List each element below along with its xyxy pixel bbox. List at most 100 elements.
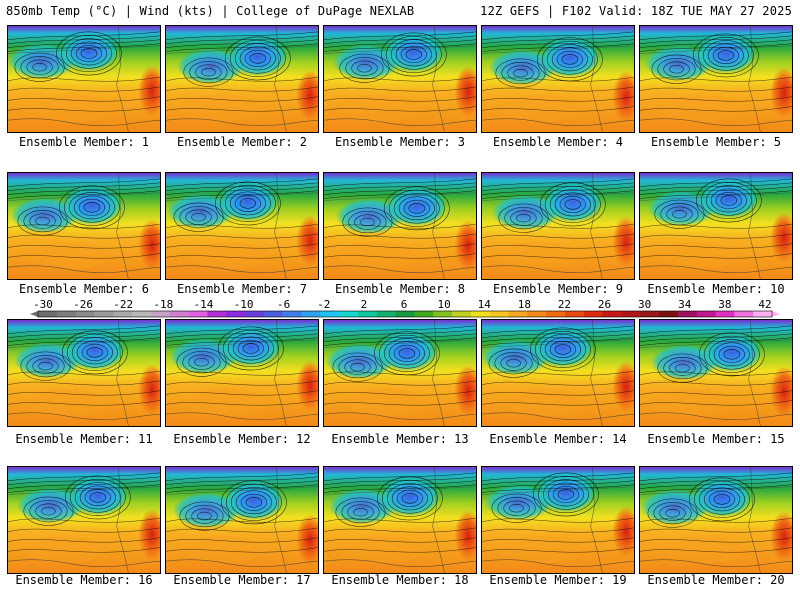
color-scale-swatch [433, 311, 453, 317]
color-scale-swatch [395, 311, 415, 317]
ensemble-member-label: Ensemble Member: 6 [18, 282, 150, 296]
color-scale-tick-label: 6 [400, 298, 408, 311]
color-scale-tick-label: 38 [718, 298, 732, 311]
color-scale-tick-label: 2 [360, 298, 368, 311]
color-scale-swatch [207, 311, 227, 317]
ensemble-member-label: Ensemble Member: 18 [331, 573, 469, 587]
ensemble-member-label: Ensemble Member: 14 [489, 432, 627, 446]
color-scale-high-arrow [772, 311, 780, 317]
ensemble-member-map [323, 466, 477, 574]
color-scale-swatch [640, 311, 660, 317]
ensemble-member-label: Ensemble Member: 9 [492, 282, 624, 296]
ensemble-member-label: Ensemble Member: 20 [647, 573, 785, 587]
ensemble-member-map [165, 319, 319, 427]
color-scale-tick-label: 18 [517, 298, 531, 311]
color-scale-swatch [621, 311, 641, 317]
color-scale-swatch [546, 311, 566, 317]
color-scale-swatch [75, 311, 95, 317]
ensemble-member-map [639, 172, 793, 280]
color-scale-swatch [696, 311, 717, 317]
ensemble-member-label: Ensemble Member: 16 [15, 573, 153, 587]
ensemble-member-label: Ensemble Member: 17 [173, 573, 311, 587]
color-scale-swatch [245, 311, 265, 317]
color-scale-swatch [452, 311, 472, 317]
color-scale-swatch [188, 311, 208, 317]
color-scale-swatch [753, 311, 773, 317]
color-scale-swatch [677, 311, 698, 317]
ensemble-member-label: Ensemble Member: 4 [492, 135, 624, 149]
color-scale-tick-label: 22 [557, 298, 572, 311]
ensemble-member-label: Ensemble Member: 5 [650, 135, 782, 149]
color-scale-swatch [527, 311, 547, 317]
color-scale-tick-label: 14 [477, 298, 491, 311]
color-scale-swatch [470, 311, 491, 317]
color-scale-tick-label: -30 [33, 298, 53, 311]
ensemble-member-label: Ensemble Member: 7 [176, 282, 308, 296]
ensemble-member-label: Ensemble Member: 15 [647, 432, 785, 446]
ensemble-member-label: Ensemble Member: 1 [18, 135, 150, 149]
ensemble-member-label: Ensemble Member: 12 [173, 432, 311, 446]
color-scale-swatch [414, 311, 434, 317]
color-scale-swatch [489, 311, 510, 317]
ensemble-member-map [323, 25, 477, 133]
color-scale-bar [0, 298, 800, 320]
color-scale-swatch [339, 311, 359, 317]
color-scale-swatch [320, 311, 340, 317]
run-valid-time: 12Z GEFS | F102 Valid: 18Z TUE MAY 27 20… [480, 4, 792, 18]
ensemble-member-map [639, 25, 793, 133]
ensemble-member-map [481, 172, 635, 280]
color-scale-swatch [564, 311, 585, 317]
color-scale-tick-label: -22 [113, 298, 134, 311]
color-scale-tick-label: 34 [678, 298, 692, 311]
color-scale-swatch [508, 311, 528, 317]
color-scale-swatch [357, 311, 378, 317]
ensemble-member-label: Ensemble Member: 8 [334, 282, 466, 296]
ensemble-member-map [7, 25, 161, 133]
ensemble-member-map [481, 466, 635, 574]
color-scale-swatch [38, 311, 58, 317]
ensemble-member-map [7, 319, 161, 427]
color-scale-swatch [263, 311, 284, 317]
color-scale-swatch [282, 311, 302, 317]
map-title: 850mb Temp (°C) | Wind (kts) | College o… [6, 4, 415, 18]
ensemble-member-map [481, 319, 635, 427]
color-scale-graphic [30, 310, 780, 318]
ensemble-member-map [323, 172, 477, 280]
color-scale-swatch [94, 311, 114, 317]
color-scale-tick-label: -18 [153, 298, 174, 311]
ensemble-member-map [639, 319, 793, 427]
ensemble-member-map [165, 25, 319, 133]
ensemble-member-label: Ensemble Member: 3 [334, 135, 466, 149]
ensemble-member-map [323, 319, 477, 427]
color-scale-swatch [715, 311, 735, 317]
ensemble-member-map [639, 466, 793, 574]
color-scale-swatch [301, 311, 321, 317]
ensemble-member-map [481, 25, 635, 133]
color-scale-swatch [56, 311, 77, 317]
ensemble-member-map [165, 466, 319, 574]
color-scale-tick-label: -2 [317, 298, 331, 311]
color-scale-tick-label: -10 [233, 298, 254, 311]
color-scale-tick-label: 30 [638, 298, 652, 311]
color-scale-swatch [150, 311, 171, 317]
ensemble-member-label: Ensemble Member: 11 [15, 432, 153, 446]
ensemble-member-label: Ensemble Member: 13 [331, 432, 469, 446]
ensemble-member-map [7, 172, 161, 280]
color-scale-swatch [602, 311, 622, 317]
color-scale-tick-label: 10 [437, 298, 451, 311]
ensemble-member-map [165, 172, 319, 280]
color-scale-swatch [734, 311, 754, 317]
color-scale-tick-label: -6 [277, 298, 291, 311]
color-scale-swatch [376, 311, 397, 317]
color-scale-swatch [226, 311, 246, 317]
color-scale-tick-label: 42 [758, 298, 772, 311]
color-scale-low-arrow [30, 311, 38, 317]
color-scale-tick-label: -14 [193, 298, 214, 311]
color-scale-swatch [169, 311, 190, 317]
color-scale-swatch [132, 311, 152, 317]
color-scale-swatch [659, 311, 679, 317]
color-scale-swatch [113, 311, 133, 317]
ensemble-member-label: Ensemble Member: 19 [489, 573, 627, 587]
ensemble-member-label: Ensemble Member: 2 [176, 135, 308, 149]
color-scale-swatch [583, 311, 604, 317]
